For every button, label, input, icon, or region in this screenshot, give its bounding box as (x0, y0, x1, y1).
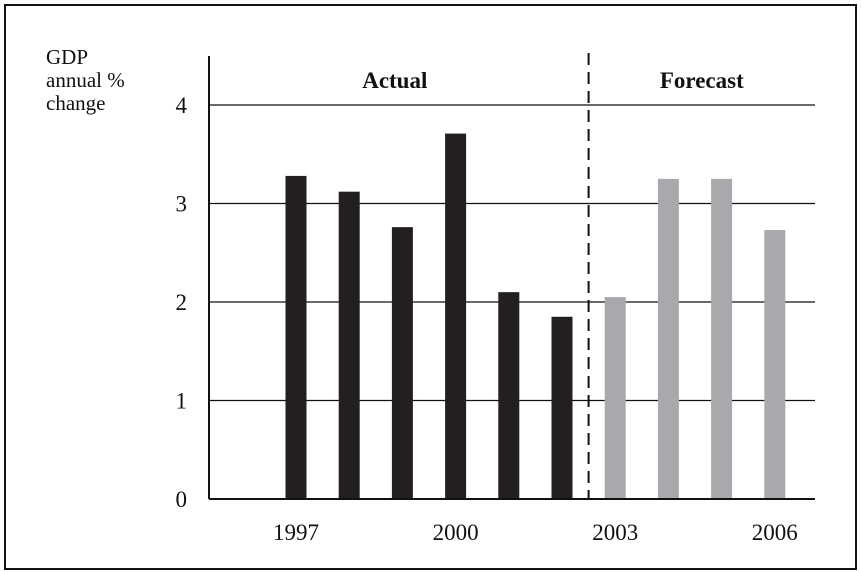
y-tick-label: 0 (176, 487, 188, 512)
y-axis-label-line: annual % (46, 68, 125, 92)
region-label-actual: Actual (362, 68, 427, 93)
x-tick-labels: 1997 2000 2003 2006 (273, 520, 798, 545)
bar-2000 (445, 133, 467, 499)
y-tick-label: 2 (176, 290, 188, 315)
y-axis-label-line: GDP (46, 45, 88, 69)
y-axis-label-line: change (46, 91, 105, 115)
region-labels: Actual Forecast (362, 68, 744, 93)
x-tick-label: 2000 (433, 520, 479, 545)
bar-1999 (391, 227, 413, 499)
x-tick-label: 1997 (273, 520, 319, 545)
y-tick-label: 1 (176, 389, 188, 414)
bar-2003 (604, 297, 626, 499)
x-tick-label: 2003 (592, 520, 638, 545)
bar-2006 (764, 230, 786, 499)
bar-2002 (551, 316, 573, 499)
bar-2001 (498, 292, 520, 499)
y-tick-label: 3 (176, 192, 188, 217)
bar-2004 (657, 178, 679, 499)
bar-1997 (285, 175, 307, 500)
y-tick-labels: 0 1 2 3 4 (176, 93, 188, 512)
chart-frame (4, 4, 857, 570)
bar-1998 (338, 191, 360, 499)
region-label-forecast: Forecast (660, 68, 744, 93)
x-tick-label: 2006 (752, 520, 798, 545)
bars (285, 133, 786, 500)
bar-2005 (711, 178, 733, 499)
y-axis-label: GDP annual % change (46, 45, 125, 115)
y-tick-label: 4 (176, 93, 188, 118)
